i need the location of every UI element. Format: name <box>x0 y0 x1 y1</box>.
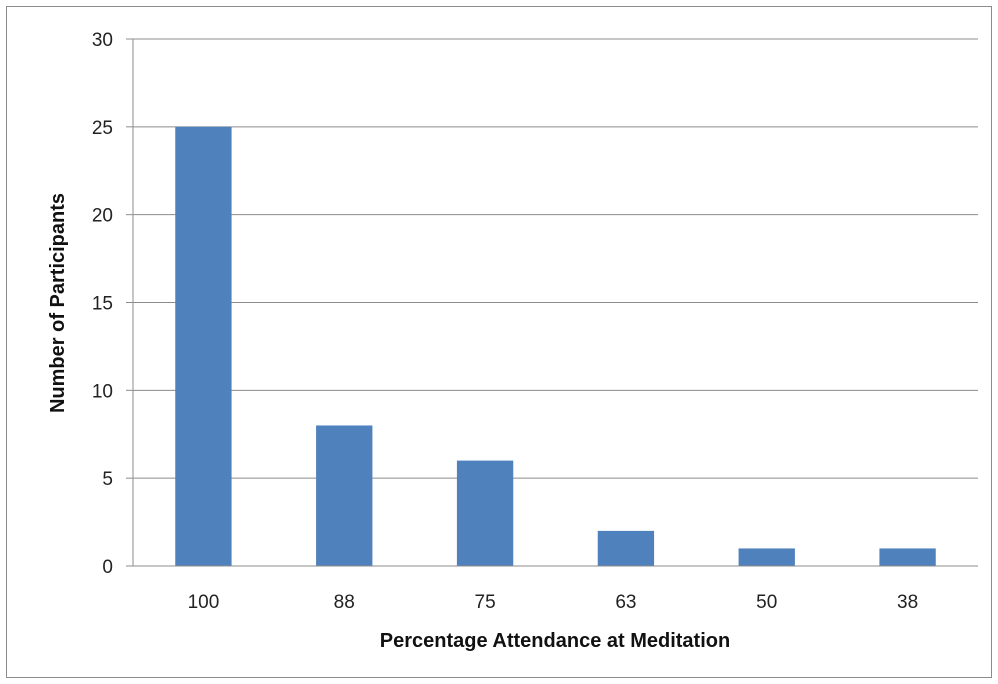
axes <box>126 38 978 567</box>
bar-75 <box>456 460 514 566</box>
x-tick-label: 38 <box>897 592 918 613</box>
y-tick-label: 25 <box>92 118 113 139</box>
y-tick-label: 10 <box>92 381 113 402</box>
bar-38 <box>879 548 936 566</box>
gridlines <box>133 38 978 479</box>
x-tick-labels: 100 88 75 63 50 38 <box>188 592 919 613</box>
bar-50 <box>738 548 795 566</box>
x-tick-label: 100 <box>188 592 220 613</box>
x-axis-title: Percentage Attendance at Meditation <box>380 630 730 652</box>
x-tick-label: 63 <box>615 592 636 613</box>
y-tick-label: 0 <box>102 557 113 578</box>
bar-63 <box>597 530 655 566</box>
bar-100 <box>175 126 232 566</box>
x-tick-label: 75 <box>475 592 496 613</box>
x-tick-label: 88 <box>334 592 355 613</box>
y-axis-title: Number of Participants <box>47 193 69 413</box>
y-tick-labels: 0 5 10 15 20 25 30 <box>92 30 113 578</box>
y-tick-label: 5 <box>102 469 113 490</box>
y-tick-label: 30 <box>92 30 113 51</box>
y-tick-label: 20 <box>92 206 113 227</box>
bars <box>175 126 936 566</box>
bar-88 <box>316 425 373 566</box>
x-tick-label: 50 <box>756 592 777 613</box>
y-tick-label: 15 <box>92 294 113 315</box>
